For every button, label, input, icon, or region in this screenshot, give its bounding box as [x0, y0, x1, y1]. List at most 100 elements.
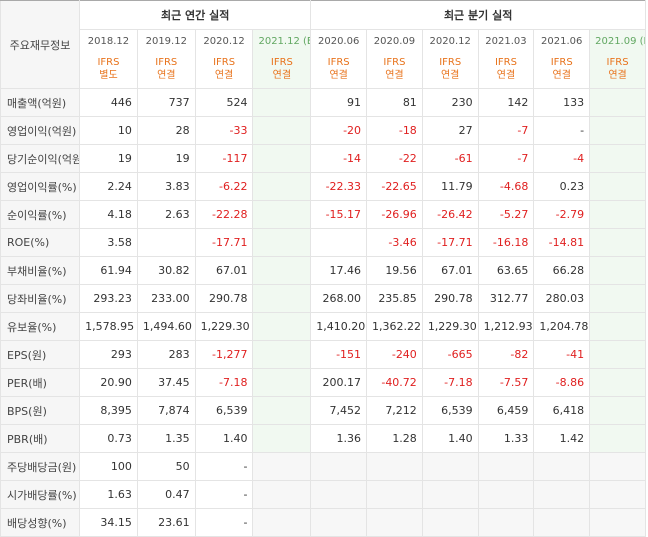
table-cell: -15.17 [310, 200, 368, 229]
table-cell: 1.28 [366, 424, 423, 453]
table-row: 영업이익률(%) 2.24 3.83 -6.22 -22.33 -22.65 11.79 -4… [0, 172, 646, 201]
table-row: 영업이익(억원) 10 28 -33 -20 -18 27 -7- [0, 116, 646, 145]
table-row: EPS(원) 293 283 -1,277 -151 -240 -665 -82 -41 [0, 340, 646, 369]
basis-label: 연결 [496, 70, 516, 81]
table-cell: -6.22 [194, 172, 254, 201]
table-cell: 235.85 [366, 284, 423, 313]
table-cell: -26.96 [366, 200, 423, 229]
table-cell: 446 [79, 88, 138, 117]
table-cell: -61 [421, 144, 479, 173]
row-label: 유보율(%) [0, 312, 81, 341]
table-cell: -22.33 [310, 172, 368, 201]
table-cell [477, 480, 535, 509]
table-cell [252, 340, 312, 369]
table-cell [252, 452, 312, 481]
table-cell: 61.94 [79, 256, 138, 285]
table-cell: -22 [366, 144, 423, 173]
table-cell [252, 368, 312, 397]
table-cell: -20 [310, 116, 368, 145]
table-cell: 17.46 [310, 256, 368, 285]
table-cell: 293.23 [79, 284, 138, 313]
basis-label: 연결 [440, 70, 460, 81]
table-cell [252, 396, 312, 425]
row-label: 영업이익률(%) [0, 172, 81, 201]
table-cell: 6,539 [421, 396, 479, 425]
annual-section-title: 최근 연간 실적 [79, 0, 312, 30]
table-cell: 30.82 [136, 256, 196, 285]
table-cell: 268.00 [310, 284, 368, 313]
table-cell [366, 480, 423, 509]
table-cell: 4.18 [79, 200, 138, 229]
table-cell: - [194, 508, 254, 537]
table-cell [533, 452, 591, 481]
table-cell [589, 228, 646, 257]
table-cell: 37.45 [136, 368, 196, 397]
table-cell [310, 480, 368, 509]
table-cell [310, 452, 368, 481]
row-label: 영업이익(억원) [0, 116, 81, 145]
table-cell: 63.65 [477, 256, 535, 285]
table-row: PER(배) 20.90 37.45 -7.18 200.17 -40.72 -7.18 -7… [0, 368, 646, 397]
table-cell: 737 [136, 88, 196, 117]
table-cell: 91 [310, 88, 368, 117]
ifrs-label: IFRS [270, 57, 293, 68]
table-cell: 34.15 [79, 508, 138, 537]
table-cell: 283 [136, 340, 196, 369]
table-row: 당기순이익(억원) 19 19 -117 -14 -22 -61 -7 -4 [0, 144, 646, 173]
table-cell: -82 [477, 340, 535, 369]
accounting-basis: IFRS 연결 [136, 52, 196, 89]
table-cell: 1,229.30 [421, 312, 479, 341]
basis-label: 연결 [608, 70, 627, 81]
table-cell: -7 [477, 116, 535, 145]
table-cell: 0.73 [79, 424, 138, 453]
table-cell: 290.78 [421, 284, 479, 313]
table-cell: 11.79 [421, 172, 479, 201]
table-cell [589, 340, 646, 369]
table-cell [421, 452, 479, 481]
table-row: ROE(%) 3.58 -17.71 -3.46 -17.71 -16.18 -14.81 [0, 228, 646, 257]
table-cell [310, 228, 368, 257]
table-cell: 1,212.93 [477, 312, 535, 341]
table-cell [477, 452, 535, 481]
period-header: 2021.03 [477, 29, 535, 52]
table-cell: 6,539 [194, 396, 254, 425]
accounting-basis: IFRS 연결 [477, 52, 535, 89]
table-cell [252, 284, 312, 313]
table-cell: 3.83 [136, 172, 196, 201]
table-cell: 1.36 [310, 424, 368, 453]
quarter-section-title: 최근 분기 실적 [310, 0, 646, 30]
table-cell: 1.33 [477, 424, 535, 453]
table-cell [589, 396, 646, 425]
ifrs-label: IFRS [606, 57, 629, 68]
table-cell: -18 [366, 116, 423, 145]
table-cell: -4.68 [477, 172, 535, 201]
accounting-basis: IFRS 연결 [252, 52, 312, 89]
table-cell: 19.56 [366, 256, 423, 285]
table-cell [589, 256, 646, 285]
table-cell: -7.18 [421, 368, 479, 397]
table-cell [477, 508, 535, 537]
period-header: 2021.09 (E) [589, 29, 646, 52]
table-cell: 1,494.60 [136, 312, 196, 341]
table-cell: 1,410.20 [310, 312, 368, 341]
row-label: 매출액(억원) [0, 88, 81, 117]
table-cell [589, 88, 646, 117]
table-row: 당좌비율(%) 293.23 233.00 290.78 268.00 235.85 290… [0, 284, 646, 313]
table-cell: 133 [533, 88, 591, 117]
table-cell: 23.61 [136, 508, 196, 537]
table-cell [589, 172, 646, 201]
table-cell: -14.81 [533, 228, 591, 257]
table-cell [366, 452, 423, 481]
table-row: PBR(배) 0.73 1.35 1.40 1.36 1.28 1.40 1.33 1.42 [0, 424, 646, 453]
row-label: 당기순이익(억원) [0, 144, 81, 173]
label-column-header: 주요재무정보 [0, 0, 81, 89]
row-label: 배당성향(%) [0, 508, 81, 537]
table-cell: 81 [366, 88, 423, 117]
accounting-basis: IFRS 연결 [310, 52, 368, 89]
basis-label: 연결 [272, 70, 292, 81]
period-header: 2018.12 [79, 29, 138, 52]
table-cell: 1.35 [136, 424, 196, 453]
ifrs-label: IFRS [439, 57, 462, 68]
table-cell: 1,578.95 [79, 312, 138, 341]
